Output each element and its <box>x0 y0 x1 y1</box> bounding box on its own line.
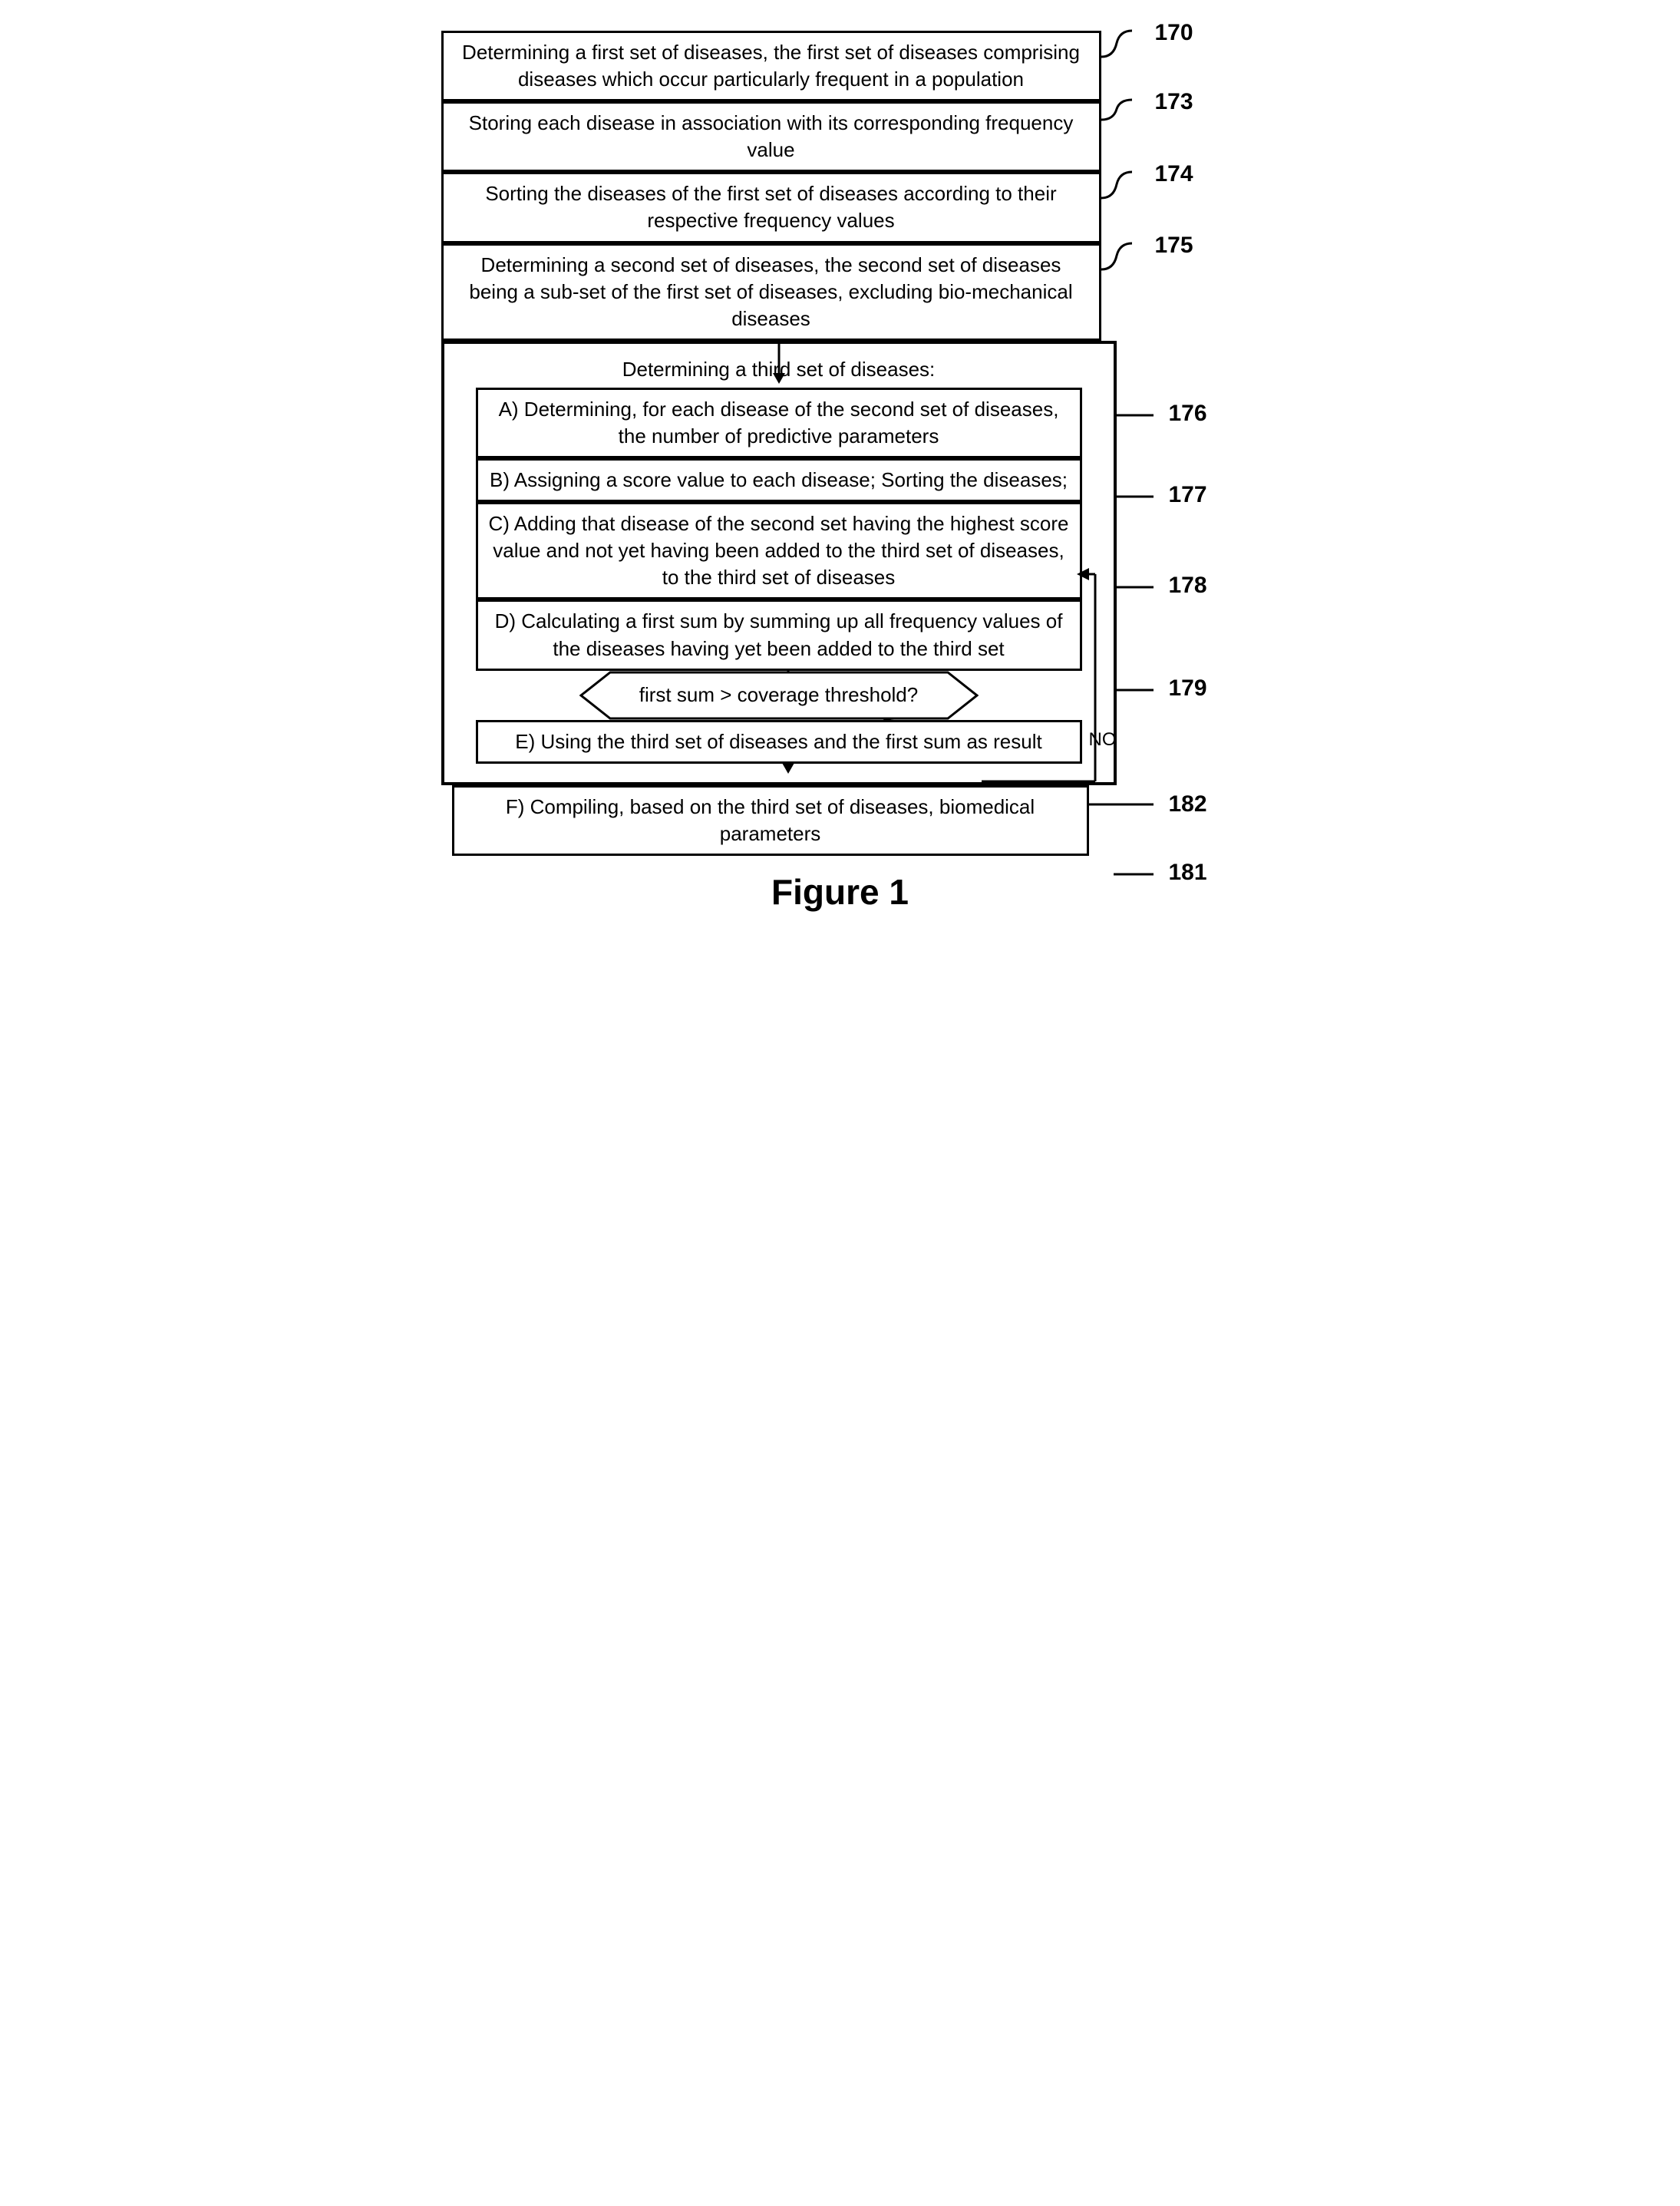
row-173: Storing each disease in association with… <box>441 101 1239 172</box>
leader-182 <box>1088 802 1164 807</box>
no-label: NO <box>1089 729 1117 751</box>
flowchart-root: Determining a first set of diseases, the… <box>441 31 1239 913</box>
leader-177 <box>1114 494 1175 499</box>
step-175: Determining a second set of diseases, th… <box>441 243 1101 341</box>
ref-174: 174 <box>1155 161 1193 187</box>
ref-181: 181 <box>1169 860 1207 886</box>
step-170: Determining a first set of diseases, the… <box>441 31 1101 101</box>
ref-179: 179 <box>1169 675 1207 702</box>
step-174: Sorting the diseases of the first set of… <box>441 172 1101 243</box>
leader-178 <box>1114 585 1175 589</box>
decision-180-text: first sum > coverage threshold? <box>579 671 979 720</box>
ref-177: 177 <box>1169 482 1207 508</box>
ref-170: 170 <box>1155 20 1193 46</box>
row-182: F) Compiling, based on the third set of … <box>441 785 1239 856</box>
step-182: F) Compiling, based on the third set of … <box>452 785 1089 856</box>
step-177: B) Assigning a score value to each disea… <box>476 458 1082 502</box>
step-176: A) Determining, for each disease of the … <box>476 388 1082 458</box>
step-181: E) Using the third set of diseases and t… <box>476 720 1082 764</box>
row-175: Determining a second set of diseases, th… <box>441 243 1239 341</box>
row-container: Determining a third set of diseases: A) … <box>441 341 1239 785</box>
row-170: Determining a first set of diseases, the… <box>441 31 1239 101</box>
ref-173: 173 <box>1155 89 1193 115</box>
row-174: Sorting the diseases of the first set of… <box>441 172 1239 243</box>
leader-179 <box>1114 688 1175 692</box>
ref-176: 176 <box>1169 401 1207 427</box>
decision-180: first sum > coverage threshold? <box>579 671 979 720</box>
container-title: Determining a third set of diseases: <box>622 358 936 381</box>
leader-176 <box>1114 413 1175 418</box>
step-173: Storing each disease in association with… <box>441 101 1101 172</box>
container-third-set: Determining a third set of diseases: A) … <box>441 341 1117 785</box>
ref-175: 175 <box>1155 233 1193 259</box>
step-178: C) Adding that disease of the second set… <box>476 502 1082 599</box>
figure-title: Figure 1 <box>441 871 1239 913</box>
ref-178: 178 <box>1169 573 1207 599</box>
ref-182: 182 <box>1169 791 1207 817</box>
step-179: D) Calculating a first sum by summing up… <box>476 599 1082 670</box>
